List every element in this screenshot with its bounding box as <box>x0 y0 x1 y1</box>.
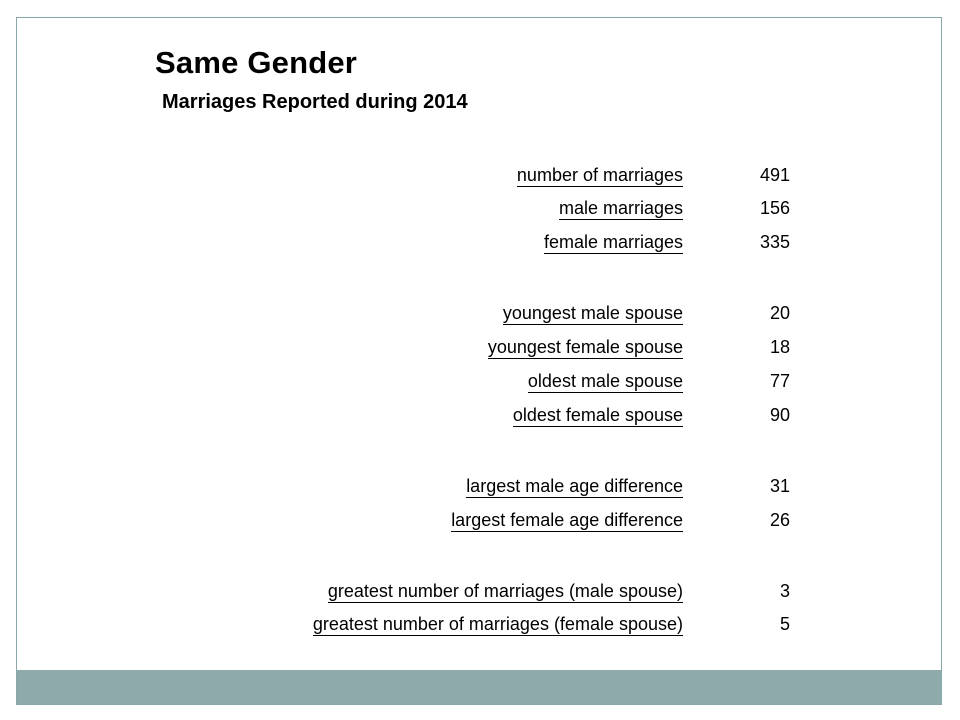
stat-row: female marriages 335 <box>17 231 941 259</box>
stat-row: largest female age difference 26 <box>17 509 941 537</box>
stat-value: 31 <box>769 476 790 496</box>
stat-value: 335 <box>759 232 790 252</box>
stat-value: 26 <box>769 510 790 530</box>
slide-title: Same Gender <box>155 45 358 80</box>
stat-label: largest female age difference <box>451 510 683 532</box>
stat-value: 20 <box>769 303 790 323</box>
stat-label: greatest number of marriages (male spous… <box>327 581 683 603</box>
stat-label: oldest male spouse <box>527 371 683 393</box>
stat-label: youngest male spouse <box>502 303 683 325</box>
stat-label: male marriages <box>558 198 683 220</box>
stat-row: oldest male spouse 77 <box>17 370 941 398</box>
stat-row: greatest number of marriages (female spo… <box>17 613 941 641</box>
stat-row: youngest female spouse 18 <box>17 336 941 364</box>
slide: Same Gender Marriages Reported during 20… <box>16 17 942 705</box>
stat-row: greatest number of marriages (male spous… <box>17 580 941 608</box>
stat-label: greatest number of marriages (female spo… <box>312 614 683 636</box>
stat-row: number of marriages 491 <box>17 164 941 192</box>
stat-label: number of marriages <box>516 165 683 187</box>
stats-list: number of marriages 491 male marriages 1… <box>17 18 941 704</box>
stat-label: largest male age difference <box>466 476 683 498</box>
stat-row: oldest female spouse 90 <box>17 404 941 432</box>
footer-bar <box>17 670 941 704</box>
stat-row: youngest male spouse 20 <box>17 302 941 330</box>
stat-row: male marriages 156 <box>17 197 941 225</box>
stat-value: 77 <box>769 371 790 391</box>
stat-value: 18 <box>769 337 790 357</box>
stat-row: largest male age difference 31 <box>17 475 941 503</box>
stat-value: 156 <box>759 198 790 218</box>
stat-label: youngest female spouse <box>487 337 683 359</box>
stat-value: 90 <box>769 405 790 425</box>
stat-label: oldest female spouse <box>512 405 683 427</box>
stat-value: 5 <box>779 614 790 634</box>
stat-value: 491 <box>759 165 790 185</box>
slide-subtitle: Marriages Reported during 2014 <box>162 91 468 113</box>
stat-value: 3 <box>779 581 790 601</box>
stat-label: female marriages <box>543 232 683 254</box>
